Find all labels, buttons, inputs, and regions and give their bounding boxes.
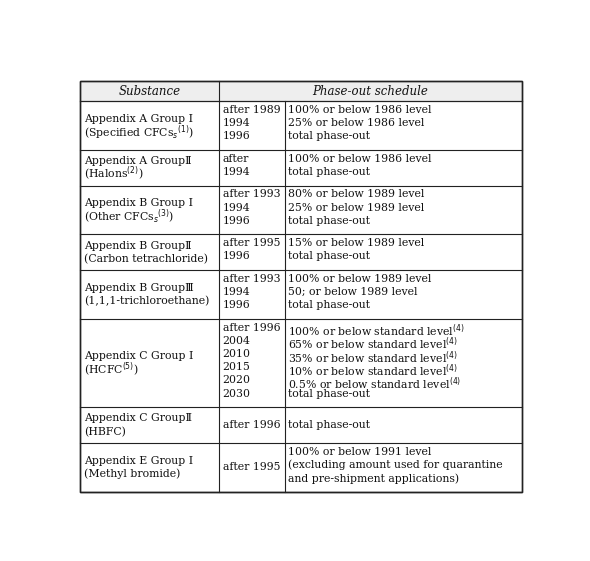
Text: 2030: 2030 xyxy=(222,389,251,399)
Text: total phase-out: total phase-out xyxy=(288,167,370,177)
Text: Appendix C GroupⅡ: Appendix C GroupⅡ xyxy=(84,413,192,424)
Text: 25% or below 1989 level: 25% or below 1989 level xyxy=(288,203,424,213)
Text: Substance: Substance xyxy=(119,85,181,98)
Text: 15% or below 1989 level: 15% or below 1989 level xyxy=(288,238,424,248)
Text: (HCFC$^{(5)}$): (HCFC$^{(5)}$) xyxy=(84,361,138,379)
Text: 1994: 1994 xyxy=(222,118,250,128)
Text: 35% or below standard level$^{(4)}$: 35% or below standard level$^{(4)}$ xyxy=(288,349,457,366)
Text: 1994: 1994 xyxy=(222,203,250,213)
Text: total phase-out: total phase-out xyxy=(288,251,370,261)
Text: (excluding amount used for quarantine: (excluding amount used for quarantine xyxy=(288,460,502,471)
Text: 100% or below 1986 level: 100% or below 1986 level xyxy=(288,154,431,164)
Text: after: after xyxy=(222,154,249,164)
Text: total phase-out: total phase-out xyxy=(288,389,370,399)
Text: 1996: 1996 xyxy=(222,131,250,141)
Text: Appendix A Group I: Appendix A Group I xyxy=(84,114,193,124)
Text: (Methyl bromide): (Methyl bromide) xyxy=(84,468,180,479)
Text: 0.5% or below standard level$^{(4)}$: 0.5% or below standard level$^{(4)}$ xyxy=(288,375,461,392)
Text: (Carbon tetrachloride): (Carbon tetrachloride) xyxy=(84,254,208,264)
Text: Appendix B GroupⅢ: Appendix B GroupⅢ xyxy=(84,283,194,293)
Text: 80% or below 1989 level: 80% or below 1989 level xyxy=(288,190,424,200)
Text: 1994: 1994 xyxy=(222,287,250,297)
Text: 1996: 1996 xyxy=(222,251,250,261)
Text: (HBFC): (HBFC) xyxy=(84,426,126,437)
Text: Appendix B GroupⅡ: Appendix B GroupⅡ xyxy=(84,241,191,251)
Text: (1,1,1-trichloroethane): (1,1,1-trichloroethane) xyxy=(84,296,209,306)
Bar xyxy=(80,81,522,101)
Text: 65% or below standard level$^{(4)}$: 65% or below standard level$^{(4)}$ xyxy=(288,336,457,352)
Text: 100% or below 1989 level: 100% or below 1989 level xyxy=(288,274,431,284)
Text: 10% or below standard level$^{(4)}$: 10% or below standard level$^{(4)}$ xyxy=(288,362,457,379)
Text: (Halons$^{(2)}$): (Halons$^{(2)}$) xyxy=(84,165,143,183)
Text: 100% or below standard level$^{(4)}$: 100% or below standard level$^{(4)}$ xyxy=(288,323,464,339)
Text: 100% or below 1991 level: 100% or below 1991 level xyxy=(288,447,431,457)
Text: 1994: 1994 xyxy=(222,167,250,177)
Text: after 1995: after 1995 xyxy=(222,462,280,472)
Text: 1996: 1996 xyxy=(222,216,250,226)
Text: after 1996: after 1996 xyxy=(222,420,280,430)
Text: 50; or below 1989 level: 50; or below 1989 level xyxy=(288,287,417,297)
Text: (Specified CFCs$_s$$^{(1)}$): (Specified CFCs$_s$$^{(1)}$) xyxy=(84,123,194,141)
Text: total phase-out: total phase-out xyxy=(288,420,370,430)
Text: 2020: 2020 xyxy=(222,375,251,385)
Text: after 1993: after 1993 xyxy=(222,274,280,284)
Text: and pre-shipment applications): and pre-shipment applications) xyxy=(288,473,459,484)
Text: Phase-out schedule: Phase-out schedule xyxy=(313,85,428,98)
Text: (Other CFCs$_s$$^{(3)}$): (Other CFCs$_s$$^{(3)}$) xyxy=(84,208,174,226)
Text: 1996: 1996 xyxy=(222,300,250,310)
Text: total phase-out: total phase-out xyxy=(288,216,370,226)
Text: Appendix A GroupⅡ: Appendix A GroupⅡ xyxy=(84,156,191,166)
Text: 100% or below 1986 level: 100% or below 1986 level xyxy=(288,105,431,115)
Text: 25% or below 1986 level: 25% or below 1986 level xyxy=(288,118,424,128)
Text: Appendix C Group I: Appendix C Group I xyxy=(84,351,193,361)
Text: after 1989: after 1989 xyxy=(222,105,280,115)
Text: total phase-out: total phase-out xyxy=(288,131,370,141)
Text: 2004: 2004 xyxy=(222,336,250,346)
Text: Appendix E Group I: Appendix E Group I xyxy=(84,456,193,466)
Text: 2010: 2010 xyxy=(222,349,251,359)
Text: after 1995: after 1995 xyxy=(222,238,280,248)
Text: Appendix B Group I: Appendix B Group I xyxy=(84,199,193,208)
Text: total phase-out: total phase-out xyxy=(288,300,370,310)
Text: 2015: 2015 xyxy=(222,362,250,373)
Text: after 1993: after 1993 xyxy=(222,190,280,200)
Text: after 1996: after 1996 xyxy=(222,323,280,333)
